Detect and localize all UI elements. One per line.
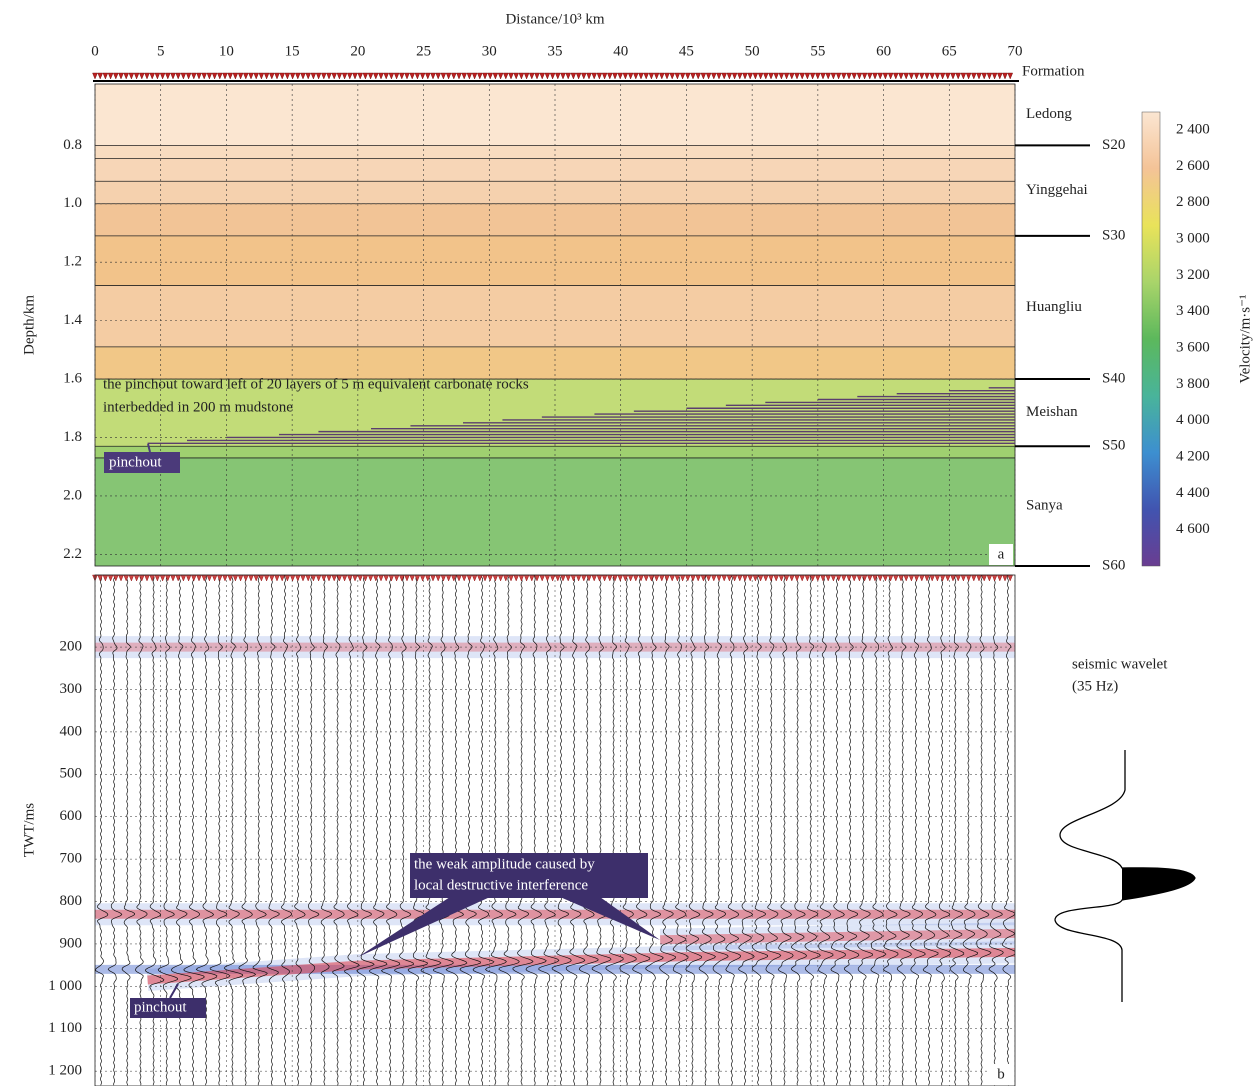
- colorbar-tick-label: 3 200: [1176, 267, 1210, 283]
- surface-label: S40: [1102, 370, 1125, 386]
- formation-label: Huangliu: [1026, 299, 1082, 315]
- y-tick-label: 1.0: [63, 195, 82, 211]
- annotation: local destructive interference: [414, 877, 588, 893]
- y-axis-label: TWT/ms: [21, 803, 37, 857]
- annotation: the weak amplitude caused by: [414, 856, 595, 872]
- y-tick-label: 400: [60, 723, 83, 739]
- y-tick-label: 600: [60, 808, 83, 824]
- stations: [93, 575, 1013, 581]
- figure: Distance/10³ km Depth/km TWT/ms Formatio…: [0, 0, 1254, 1086]
- x-tick-label: 20: [350, 43, 365, 59]
- x-tick-label: 55: [810, 43, 825, 59]
- y-tick-label: 500: [60, 766, 83, 782]
- y-tick-label: 700: [60, 851, 83, 867]
- wavelet-label: (35 Hz): [1072, 678, 1118, 694]
- y-tick-label: 1.8: [63, 429, 82, 445]
- colorbar-label: Velocity/m·s⁻¹: [1237, 294, 1253, 383]
- pinchout-label: pinchout: [109, 454, 162, 470]
- y-tick-label: 2.2: [63, 546, 82, 562]
- stations: [93, 73, 1013, 79]
- colorbar-tick-label: 3 400: [1176, 303, 1210, 319]
- x-tick-label: 40: [613, 43, 628, 59]
- colorbar-tick-label: 2 800: [1176, 194, 1210, 210]
- surface-label: S60: [1102, 557, 1125, 573]
- colorbar-tick-label: 3 600: [1176, 340, 1210, 356]
- formation-label: Yinggehai: [1026, 182, 1088, 198]
- x-tick-label: 10: [219, 43, 234, 59]
- x-tick-label: 15: [285, 43, 300, 59]
- panel-label: a: [998, 546, 1005, 562]
- page: {"chart_data": [ {"type": "layer-model",…: [0, 0, 1254, 1086]
- surface-label: S50: [1102, 438, 1125, 454]
- x-tick-label: 50: [745, 43, 760, 59]
- annotation: the pinchout toward left of 20 layers of…: [103, 376, 529, 392]
- y-tick-label: 0.8: [63, 137, 82, 153]
- y-tick-label: 200: [60, 639, 83, 655]
- y-tick-label: 300: [60, 681, 83, 697]
- y-tick-label: 1 000: [48, 978, 82, 994]
- x-tick-label: 25: [416, 43, 431, 59]
- y-tick-label: 1.2: [63, 254, 82, 270]
- x-tick-label: 65: [942, 43, 957, 59]
- x-tick-label: 5: [157, 43, 165, 59]
- column-header: Formation: [1022, 63, 1085, 79]
- annotation: interbedded in 200 m mudstone: [103, 399, 293, 415]
- y-tick-label: 1 100: [48, 1020, 82, 1036]
- surface-label: S20: [1102, 137, 1125, 153]
- colorbar: [1142, 112, 1160, 566]
- pinchout-label: pinchout: [134, 999, 187, 1015]
- colorbar-tick-label: 4 200: [1176, 448, 1210, 464]
- wavelet-lobe: [1122, 868, 1195, 900]
- x-tick-label: 35: [548, 43, 563, 59]
- trace: [1016, 575, 1031, 1085]
- y-axis-label: Depth/km: [21, 295, 37, 355]
- layer: [95, 145, 1015, 158]
- x-tick-label: 70: [1008, 43, 1023, 59]
- colorbar-tick-label: 2 400: [1176, 122, 1210, 138]
- colorbar-tick-label: 4 000: [1176, 412, 1210, 428]
- layer: [95, 446, 1015, 458]
- y-tick-label: 800: [60, 893, 83, 909]
- colorbar-tick-label: 4 600: [1176, 521, 1210, 537]
- colorbar-tick-label: 2 600: [1176, 158, 1210, 174]
- x-tick-label: 30: [482, 43, 497, 59]
- x-tick-label: 0: [91, 43, 99, 59]
- y-tick-label: 1 200: [48, 1063, 82, 1079]
- formation-label: Sanya: [1026, 498, 1063, 514]
- colorbar-tick-label: 4 400: [1176, 485, 1210, 501]
- formation-label: Ledong: [1026, 106, 1072, 122]
- colorbar-tick-label: 3 000: [1176, 231, 1210, 247]
- x-axis-label: Distance/10³ km: [505, 11, 604, 27]
- y-tick-label: 2.0: [63, 487, 82, 503]
- x-tick-label: 60: [876, 43, 891, 59]
- y-tick-label: 1.4: [63, 312, 82, 328]
- colorbar-tick-label: 3 800: [1176, 376, 1210, 392]
- wavelet-label: seismic wavelet: [1072, 656, 1168, 672]
- x-tick-label: 45: [679, 43, 694, 59]
- panel-label: b: [997, 1066, 1005, 1082]
- y-tick-label: 1.6: [63, 370, 82, 386]
- surface-label: S30: [1102, 227, 1125, 243]
- formation-label: Meishan: [1026, 404, 1078, 420]
- y-tick-label: 900: [60, 935, 83, 951]
